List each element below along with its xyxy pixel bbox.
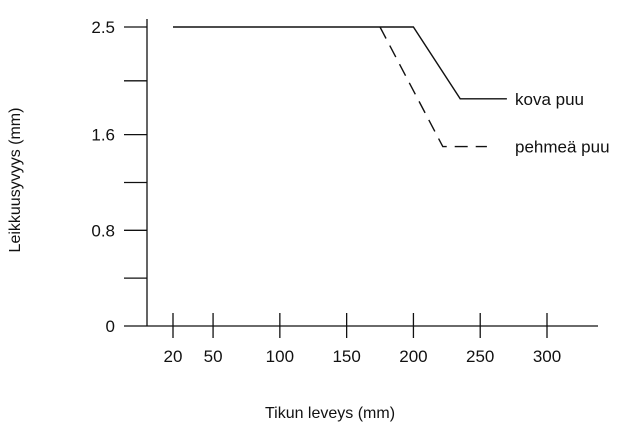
axes (146, 19, 598, 327)
x-tick-label: 300 (533, 347, 561, 366)
series-line-kova-puu (173, 26, 507, 100)
legend-label-pehmea-puu: pehmeä puu (515, 138, 610, 157)
x-tick-label: 20 (164, 347, 183, 366)
series-lines (173, 26, 507, 148)
x-tick-label: 150 (332, 347, 360, 366)
y-tick-label: 0.8 (91, 221, 115, 240)
x-tick-label: 250 (466, 347, 494, 366)
y-tick-label: 0 (106, 317, 115, 336)
x-tick-label: 200 (399, 347, 427, 366)
y-tick-label: 2.5 (91, 18, 115, 37)
axis-ticks: 0 0.8 1.6 2.5 20 50 100 150 200 250 300 (91, 18, 561, 366)
y-tick-label: 1.6 (91, 126, 115, 145)
legend-label-kova-puu: kova puu (515, 90, 584, 109)
x-axis-title: Tikun leveys (mm) (265, 405, 395, 422)
y-axis-title: Leikkuusyvyys (mm) (7, 108, 24, 253)
legend: kova puu pehmeä puu (515, 90, 610, 157)
x-tick-label: 50 (204, 347, 223, 366)
series-line-pehmea-puu (379, 26, 487, 148)
x-tick-label: 100 (266, 347, 294, 366)
